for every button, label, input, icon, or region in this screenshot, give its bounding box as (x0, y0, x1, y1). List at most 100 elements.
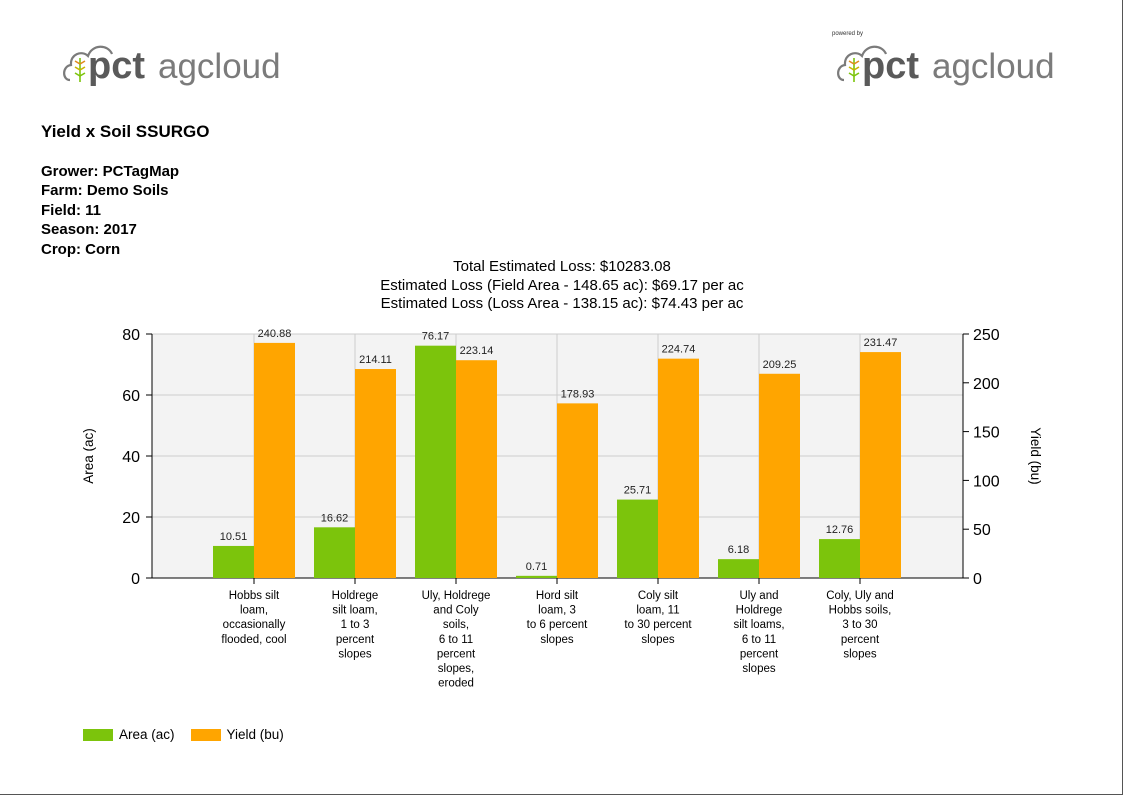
left-tick-label: 60 (122, 388, 140, 405)
x-tick-label-line: slopes (540, 634, 573, 646)
bar-yield (860, 352, 901, 578)
loss-loss-area: Estimated Loss (Loss Area - 138.15 ac): … (380, 295, 744, 313)
x-tick-label-line: slopes (843, 648, 876, 660)
bar-yield-label: 209.25 (763, 359, 797, 371)
legend-yield: Yield (bu) (190, 727, 284, 742)
x-tick-label-line: percent (841, 634, 880, 646)
chart-legend: Area (ac) Yield (bu) (83, 727, 300, 742)
loss-summary: Total Estimated Loss: $10283.08 Estimate… (0, 258, 1124, 314)
x-tick-label-line: Coly silt (638, 590, 679, 602)
x-tick-label-line: percent (336, 634, 375, 646)
x-tick-label: Holdrege silt loam, 1 to 3 percent slopes (332, 590, 379, 660)
left-axis-label: Area (ac) (81, 428, 96, 484)
x-tick-label-line: Hobbs silt (229, 590, 280, 602)
x-tick-label-line: slopes, (438, 663, 474, 675)
legend-area-label: Area (ac) (119, 727, 175, 742)
right-tick-label: 50 (973, 522, 991, 539)
x-tick-label-line: percent (740, 648, 779, 660)
x-tick-label-line: loam, 11 (636, 605, 679, 617)
x-tick-label-line: Hobbs soils, (829, 605, 892, 617)
bar-area (819, 539, 860, 578)
legend-yield-label: Yield (bu) (226, 727, 284, 742)
x-tick-label-line: flooded, cool (221, 634, 286, 646)
info-season: Season: 2017 (41, 221, 137, 239)
x-tick-label-line: eroded (438, 678, 474, 690)
legend-area: Area (ac) (83, 727, 175, 742)
right-axis-label: Yield (bu) (1028, 427, 1043, 484)
bar-area-label: 0.71 (526, 561, 547, 573)
x-tick-label: Hobbs silt loam, occasionally flooded, cool (221, 590, 286, 646)
report-title: Yield x Soil SSURGO (41, 122, 210, 141)
x-tick-label-line: slopes (338, 648, 371, 660)
bar-yield (557, 403, 598, 578)
x-tick-label-line: to 30 percent (624, 619, 692, 631)
x-tick-label: Hord silt loam, 3 to 6 percent slopes (527, 590, 589, 646)
bar-yield-label: 224.74 (662, 344, 696, 356)
x-tick-label-line: 3 to 30 (842, 619, 877, 631)
x-tick-label-line: slopes (641, 634, 674, 646)
bar-yield (355, 369, 396, 578)
bar-area (617, 499, 658, 578)
bar-area-label: 6.18 (728, 544, 749, 556)
x-tick-label-line: 6 to 11 (439, 634, 473, 646)
bar-area-label: 12.76 (826, 524, 854, 536)
right-tick-label: 0 (973, 571, 982, 588)
bar-yield-label: 214.11 (359, 354, 392, 366)
bar-area (213, 545, 254, 578)
yield-soil-chart: 0 20 40 60 80 0 50 100 150 200 250 10.51 240.88 Hobbs… (81, 327, 1043, 690)
x-tick-label-line: loam, (240, 605, 268, 617)
x-tick-label: Coly silt loam, 11 to 30 percent slopes (624, 590, 692, 646)
logo-left-mark: pct (88, 45, 145, 87)
powered-by-label: powered by (832, 31, 864, 37)
logo-right: pct agcloud (836, 36, 1076, 88)
legend-yield-swatch (190, 728, 221, 741)
bar-area (415, 345, 456, 578)
right-tick-label: 200 (973, 376, 1000, 393)
info-grower: Grower: PCTagMap (41, 163, 180, 180)
info-field: Field: 11 (41, 201, 102, 219)
bar-yield-label: 231.47 (864, 337, 898, 349)
x-tick-label-line: Coly, Uly and (826, 590, 894, 602)
x-tick-label-line: to 6 percent (527, 619, 589, 631)
x-tick-label-line: percent (437, 648, 476, 660)
x-tick-label-line: 1 to 3 (341, 619, 370, 631)
bar-area-label: 10.51 (220, 531, 248, 543)
right-tick-label: 250 (973, 327, 1000, 344)
logo-right-mark: pct (862, 45, 919, 87)
x-tick-label: Coly, Uly and Hobbs soils, 3 to 30 percent s… (826, 590, 894, 660)
legend-area-swatch (83, 728, 113, 741)
x-tick-label: Uly and Holdrege silt loams, 6 to 11 percent… (733, 590, 784, 675)
x-tick-label-line: Hord silt (536, 590, 579, 602)
bar-area-label: 16.62 (321, 512, 349, 524)
logo-right-word: agcloud (932, 47, 1055, 86)
x-tick-label-line: Holdrege (332, 590, 379, 602)
x-tick-label-line: Uly, Holdrege (422, 590, 491, 602)
x-tick-label: Uly, Holdrege and Coly soils, 6 to 11 percen… (422, 590, 491, 690)
x-tick-label-line: occasionally (223, 619, 286, 631)
x-tick-label-line: and Coly (433, 605, 479, 617)
bar-area (718, 559, 759, 578)
cloud-tree-icon (837, 45, 888, 82)
total-loss: Total Estimated Loss: $10283.08 (453, 258, 671, 275)
bar-area-label: 25.71 (624, 485, 652, 497)
right-tick-label: 100 (973, 473, 1000, 490)
logo-left-word: agcloud (158, 47, 281, 86)
loss-field-area: Estimated Loss (Field Area - 148.65 ac):… (380, 276, 744, 294)
info-farm: Farm: Demo Soils (41, 182, 169, 200)
bar-yield-label: 223.14 (460, 345, 494, 357)
logo-left: pct agcloud (62, 36, 302, 88)
bar-yield-label: 178.93 (561, 388, 595, 400)
x-tick-label-line: Holdrege (736, 605, 783, 617)
x-tick-label-line: silt loams, (733, 619, 784, 631)
bar-yield-label: 240.88 (258, 328, 292, 340)
bar-yield (254, 342, 295, 578)
left-tick-label: 20 (122, 510, 140, 527)
x-tick-label-line: Uly and (740, 590, 779, 602)
x-tick-label-line: soils, (443, 619, 469, 631)
info-crop: Crop: Corn (41, 240, 121, 258)
report-info: Grower: PCTagMap Farm: Demo Soils Field:… (41, 162, 179, 259)
bar-yield (759, 373, 800, 578)
x-tick-label-line: 6 to 11 (742, 634, 776, 646)
left-tick-label: 0 (131, 571, 140, 588)
